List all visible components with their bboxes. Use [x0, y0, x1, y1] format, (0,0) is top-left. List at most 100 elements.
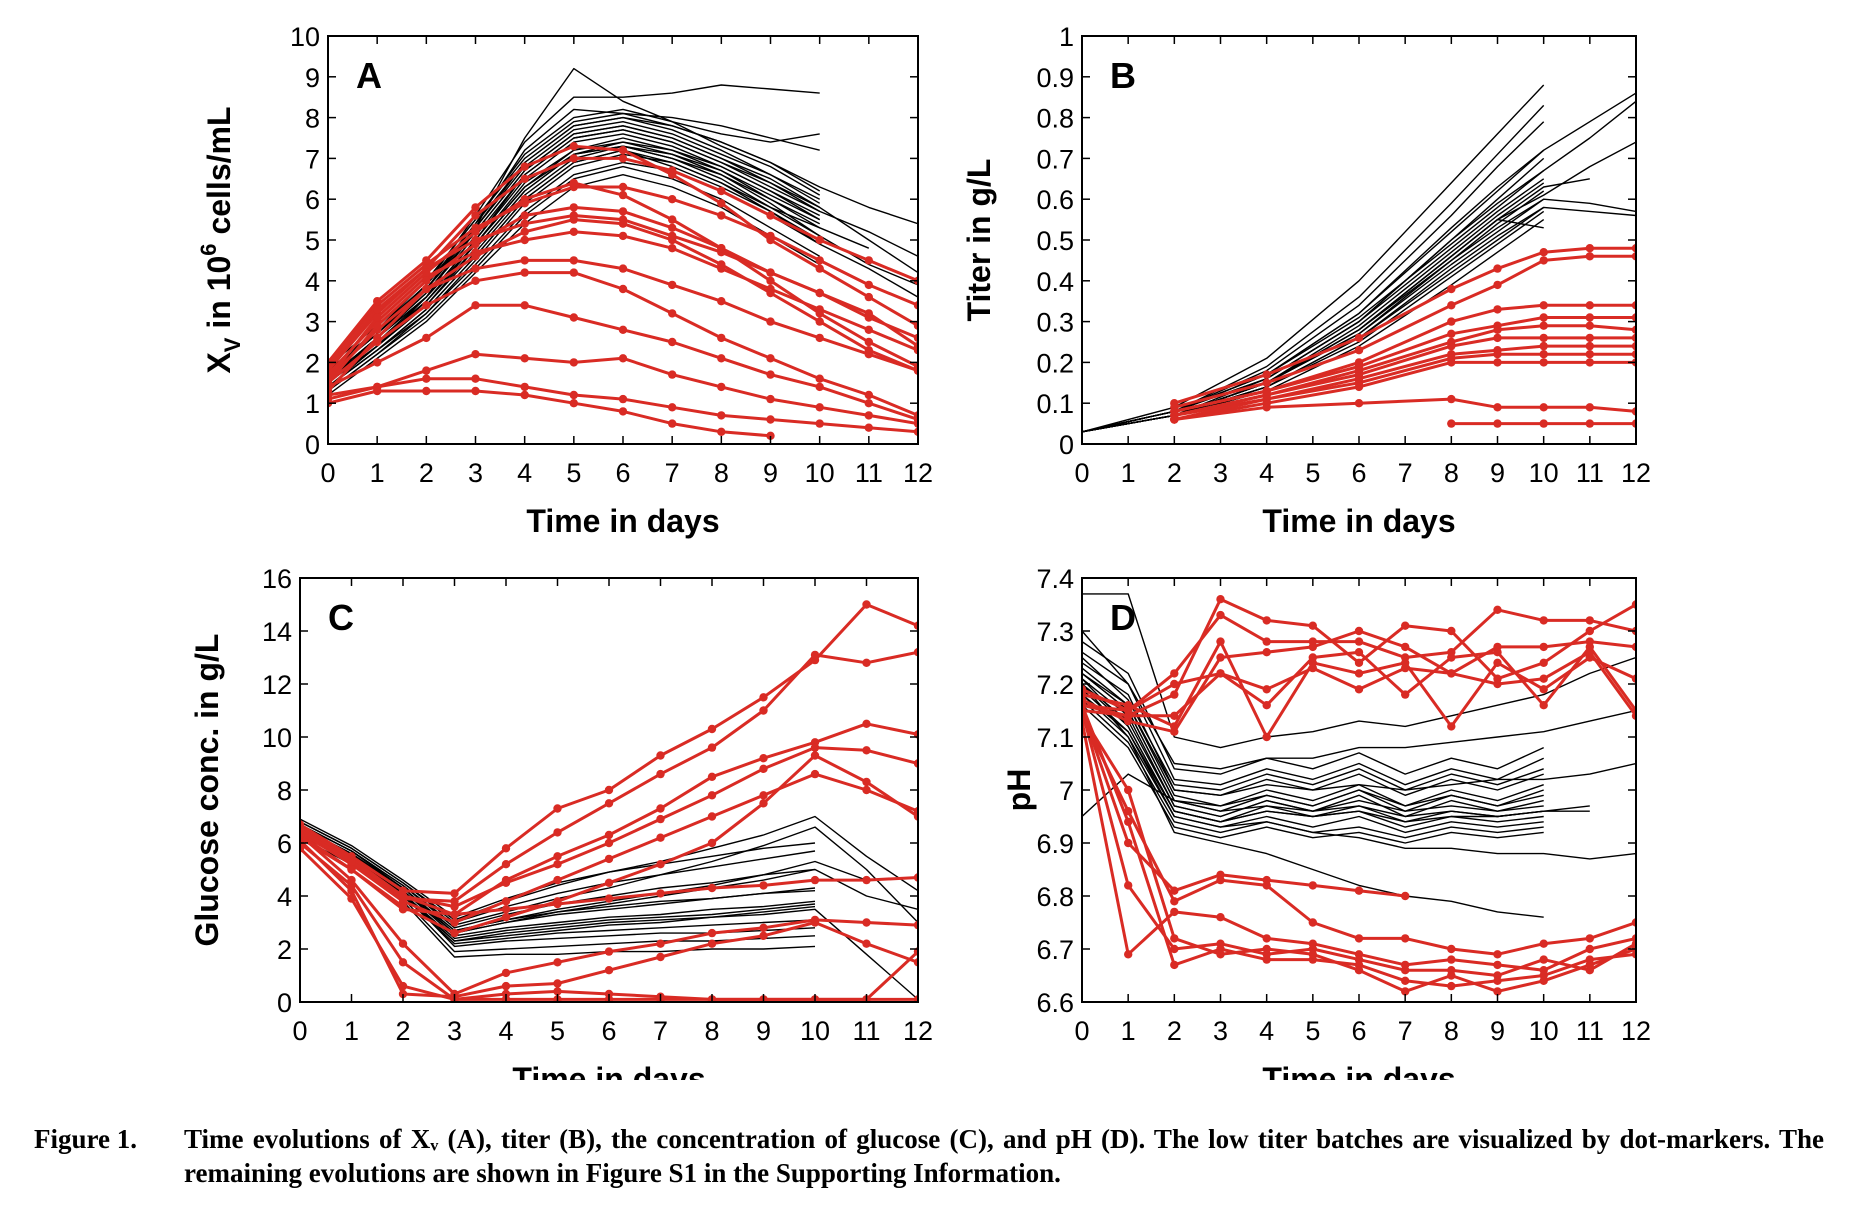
- series-point-a-29-8: [717, 333, 726, 343]
- series-point-d-26-4: [1262, 685, 1271, 694]
- caption-label: Figure 1.: [34, 1124, 137, 1154]
- series-point-c-26-6: [604, 966, 614, 975]
- series-point-a-37-8: [717, 260, 726, 269]
- series-point-c-22-4: [501, 913, 511, 922]
- series-point-c-23-6: [604, 894, 614, 903]
- series-line-d-18: [1082, 683, 1544, 918]
- series-point-a-29-9: [766, 354, 775, 363]
- x-axis-label-d: Time in days: [1262, 1061, 1455, 1080]
- y-tick-label-b-2: 0.2: [1036, 348, 1074, 378]
- series-point-b-25-3: [1447, 341, 1456, 351]
- x-tick-label-d-2: 2: [1167, 1016, 1182, 1046]
- series-point-c-21-3: [450, 918, 459, 927]
- series-point-b-21-4: [1493, 280, 1502, 290]
- series-point-c-18-8: [707, 743, 717, 752]
- series-point-a-33-7: [668, 195, 677, 204]
- series-point-d-30-10: [1539, 955, 1548, 964]
- series-line-d-17: [1082, 694, 1636, 860]
- series-point-b-30-1: [1493, 419, 1502, 428]
- series-point-a-35-4: [520, 162, 529, 171]
- series-point-a-36-12: [913, 341, 918, 351]
- y-axis-label-b: Titer in g/L: [961, 159, 997, 322]
- series-point-c-20-5: [553, 860, 562, 869]
- series-point-b-24-4: [1493, 325, 1502, 334]
- series-line-d-21: [1082, 597, 1636, 718]
- series-point-a-26-3: [471, 350, 480, 359]
- series-point-c-25-0: [300, 844, 305, 853]
- x-tick-label-b-1: 1: [1121, 458, 1136, 488]
- series-point-c-26-1: [347, 886, 356, 895]
- series-point-c-24-5: [553, 987, 562, 996]
- series-point-d-26-7: [1401, 663, 1410, 673]
- y-tick-label-a-5: 5: [305, 226, 320, 256]
- series-point-c-25-12: [913, 995, 918, 1002]
- x-axis-label-c: Time in days: [512, 1061, 705, 1080]
- series-point-d-29-1: [1124, 950, 1133, 959]
- series-point-a-31-6: [618, 231, 628, 241]
- series-line-a-8: [328, 153, 821, 388]
- series-line-b-18: [1082, 198, 1636, 433]
- series-point-d-27-1: [1124, 838, 1133, 848]
- series-point-a-27-7: [668, 419, 677, 428]
- x-tick-label-c-2: 2: [395, 1016, 410, 1046]
- series-point-c-21-7: [656, 833, 665, 842]
- series-point-d-21-11: [1585, 626, 1595, 636]
- series-point-a-26-10: [815, 403, 824, 412]
- series-point-a-37-4: [520, 227, 529, 236]
- x-tick-label-c-4: 4: [498, 1016, 513, 1046]
- series-point-c-20-3: [450, 902, 459, 911]
- series-point-a-35-6: [618, 146, 628, 155]
- series-point-c-21-8: [707, 812, 717, 821]
- series-point-d-27-7: [1401, 891, 1410, 901]
- series-point-b-30-4: [1631, 419, 1636, 428]
- series-point-a-25-6: [618, 394, 628, 404]
- series-point-d-24-12: [1631, 674, 1636, 683]
- x-tick-label-c-10: 10: [800, 1016, 830, 1046]
- series-point-c-23-5: [553, 899, 562, 909]
- series-point-a-38-6: [618, 190, 628, 200]
- series-point-c-22-7: [656, 860, 665, 869]
- x-tick-label-c-8: 8: [704, 1016, 719, 1046]
- series-point-b-30-0: [1447, 419, 1456, 428]
- series-point-d-29-4: [1262, 934, 1271, 943]
- series-point-a-30-10: [815, 333, 824, 343]
- y-axis-label-a: XV in 106 cells/mL: [196, 106, 245, 373]
- series-point-a-29-12: [913, 411, 918, 420]
- series-point-b-25-4: [1493, 333, 1502, 343]
- series-point-d-25-6: [1354, 648, 1364, 657]
- series-point-d-31-1: [1124, 817, 1133, 826]
- x-axis-label-b: Time in days: [1262, 503, 1455, 539]
- y-tick-label-a-10: 10: [290, 22, 320, 52]
- series-point-d-28-3: [1216, 875, 1225, 885]
- series-point-b-29-0: [1170, 415, 1179, 424]
- series-point-a-37-1: [373, 333, 382, 343]
- series-point-b-20-1: [1262, 370, 1271, 379]
- series-point-a-36-6: [618, 207, 628, 216]
- series-line-a-27: [328, 389, 771, 438]
- y-tick-label-d-0: 6.6: [1036, 988, 1074, 1018]
- series-point-c-22-1: [347, 865, 356, 874]
- series-line-b-19: [1082, 178, 1590, 433]
- series-point-c-21-6: [604, 854, 614, 864]
- series-point-d-23-7: [1401, 642, 1410, 652]
- series-point-b-21-3: [1447, 301, 1456, 310]
- series-point-a-26-2: [422, 366, 431, 375]
- series-point-d-21-6: [1354, 658, 1364, 667]
- series-point-a-25-3: [471, 374, 480, 383]
- y-tick-label-c-0: 0: [277, 988, 292, 1018]
- series-point-d-28-2: [1170, 897, 1179, 906]
- series-point-b-26-7: [1631, 341, 1636, 351]
- series-point-a-34-6: [618, 154, 628, 163]
- series-point-a-27-3: [471, 386, 480, 396]
- x-tick-label-b-6: 6: [1351, 458, 1366, 488]
- series-point-c-23-2: [398, 891, 408, 901]
- series-point-a-37-3: [471, 252, 480, 261]
- series-point-d-32-11: [1585, 960, 1595, 970]
- series-point-d-28-6: [1354, 934, 1364, 943]
- series-point-b-29-3: [1447, 394, 1456, 404]
- x-tick-label-c-7: 7: [653, 1016, 668, 1046]
- series-point-d-22-11: [1585, 616, 1595, 625]
- series-point-d-23-6: [1354, 626, 1364, 636]
- series-point-a-28-10: [815, 382, 824, 392]
